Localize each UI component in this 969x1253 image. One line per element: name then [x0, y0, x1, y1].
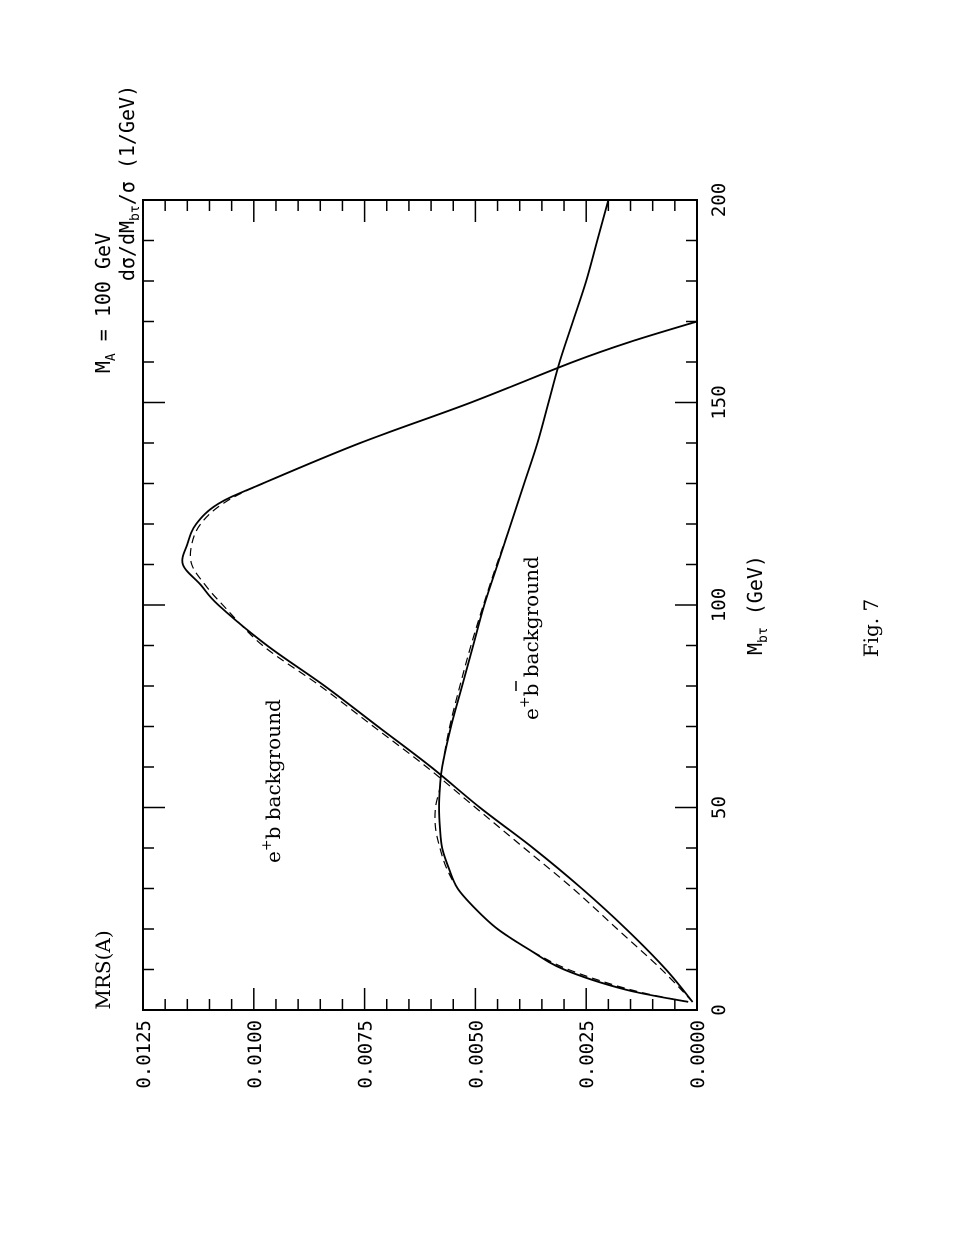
series-line-ebar-b-solid	[438, 199, 689, 1003]
y-tick-label: 0.0075	[355, 1020, 377, 1089]
series-line-e-plus-b-dashed	[189, 320, 698, 1003]
y-tick-label: 0.0000	[687, 1020, 709, 1089]
y-tick-marks	[142, 200, 698, 1010]
y-tick-label: 0.0100	[244, 1020, 266, 1089]
y-tick-labels: 0.0000 0.0025 0.0050 0.0075 0.0100 0.0125	[133, 1020, 709, 1089]
curves	[181, 199, 698, 1003]
curve2-label-group: e+b background	[515, 556, 543, 720]
pdf-set-label: MRS(A)	[91, 930, 115, 1009]
x-tick-label: 100	[708, 588, 730, 622]
y-tick-label: 0.0025	[576, 1020, 598, 1089]
x-tick-label: 50	[708, 796, 730, 819]
curve1-label: e+b background	[259, 699, 285, 863]
x-tick-labels: 0 50 100 150 200	[708, 183, 730, 1016]
x-tick-label: 150	[708, 385, 730, 419]
series-line-ebar-b-dashed	[434, 199, 689, 1003]
y-tick-label: 0.0125	[133, 1020, 155, 1089]
x-tick-label: 200	[708, 183, 730, 217]
figure-caption: Fig. 7	[859, 599, 883, 658]
x-tick-marks	[143, 199, 697, 1011]
series-line-e-plus-b-solid	[181, 320, 698, 1003]
x-axis-label: Mbτ (GeV)	[743, 555, 771, 655]
x-tick-label: 0	[708, 1004, 730, 1015]
curve2-label: e+b background	[517, 556, 543, 720]
plot-frame	[142, 199, 698, 1011]
y-tick-label: 0.0050	[465, 1020, 487, 1089]
higgs-mass-label: MA = 100 GeV	[91, 233, 119, 373]
y-axis-title: dσ/dMbτ/σ (1/GeV)	[115, 85, 143, 281]
